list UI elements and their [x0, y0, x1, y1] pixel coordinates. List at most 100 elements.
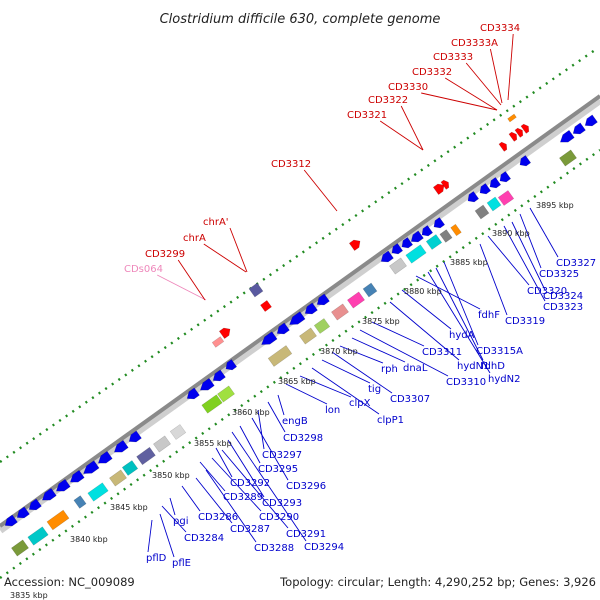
tick-label: 3890 kbp: [492, 229, 530, 238]
reverse-gene-label: hydN1: [457, 361, 489, 372]
reverse-gene-arrow: [113, 439, 129, 453]
tick-label: 3875 kbp: [362, 317, 400, 326]
reverse-gene-label: CD3291: [286, 529, 326, 540]
gene-block: [474, 204, 490, 220]
forward-leader-line: [507, 33, 514, 101]
gene-block: [497, 190, 515, 206]
reverse-gene-arrow: [559, 129, 575, 143]
reverse-gene-arrow: [479, 183, 492, 195]
reverse-leader-line: [215, 447, 233, 478]
reverse-gene-label: CD3320: [527, 286, 567, 297]
reverse-gene-arrow: [421, 225, 434, 237]
reverse-gene-arrow: [489, 177, 502, 189]
reverse-gene-label: pflE: [172, 558, 191, 569]
reverse-gene-label: CD3296: [286, 481, 326, 492]
reverse-leader-line: [195, 477, 233, 524]
forward-gene-label: CD3299: [145, 249, 185, 260]
forward-gene-label: CD3333: [433, 52, 473, 63]
reverse-gene-label: engB: [282, 416, 308, 427]
gene-block: [46, 509, 70, 531]
reverse-leader-line: [435, 267, 484, 361]
reverse-gene-arrow: [572, 122, 586, 135]
reverse-gene-arrow: [186, 387, 200, 400]
reverse-leader-line: [257, 409, 265, 450]
reverse-gene-label: CD3295: [258, 464, 298, 475]
reverse-gene-label: CD3325: [539, 269, 579, 280]
reverse-leader-line: [371, 321, 425, 347]
tick-label: 3855 kbp: [194, 439, 232, 448]
forward-leader-line: [400, 105, 424, 151]
reverse-gene-arrow: [584, 114, 598, 127]
reverse-gene-arrow: [69, 469, 85, 483]
reverse-gene-label: CD3288: [254, 543, 294, 554]
gene-block: [248, 282, 264, 298]
reverse-gene-label: CD3319: [505, 316, 545, 327]
forward-gene-label: CD3333A: [451, 38, 498, 49]
gene-block: [559, 149, 577, 167]
reverse-gene-label: CD3310: [446, 377, 486, 388]
accession-text: Accession: NC_009089: [4, 575, 135, 589]
forward-gene-arrow: [498, 141, 508, 152]
reverse-gene-label: CD3297: [262, 450, 302, 461]
reverse-gene-label: pflD: [146, 553, 167, 564]
reverse-gene-label: CD3315A: [476, 346, 523, 357]
reverse-gene-label: CD3307: [390, 394, 430, 405]
reverse-gene-arrow: [16, 506, 30, 519]
reverse-gene-label: CD3293: [262, 498, 302, 509]
reverse-leader-line: [311, 367, 380, 415]
tick-label: 3870 kbp: [320, 347, 358, 356]
reverse-gene-label: CD3311: [422, 347, 462, 358]
tick-label: 3845 kbp: [110, 503, 148, 512]
reverse-gene-arrow: [391, 243, 404, 255]
reverse-gene-label: hydA: [449, 330, 475, 341]
reverse-leader-line: [331, 351, 393, 394]
reverse-leader-line: [443, 261, 479, 346]
forward-leader-line: [156, 274, 207, 301]
reverse-leader-line: [277, 394, 285, 416]
reverse-gene-label: dnaL: [403, 363, 428, 374]
gene-block: [211, 336, 225, 348]
reverse-gene-label: CD3284: [184, 533, 224, 544]
reverse-leader-line: [503, 225, 546, 302]
gene-block: [507, 113, 517, 123]
forward-gene-label: chrA': [203, 217, 229, 228]
reverse-leader-line: [285, 383, 328, 405]
gene-block: [87, 482, 109, 502]
reverse-leader-line: [211, 457, 262, 512]
gene-block: [136, 446, 156, 466]
tick-label: 3835 kbp: [10, 591, 48, 600]
tick-label: 3880 kbp: [404, 287, 442, 296]
forward-gene-arrow: [514, 127, 524, 138]
gene-block: [109, 469, 127, 487]
reverse-gene-arrow: [212, 369, 226, 382]
tick-label: 3840 kbp: [70, 535, 108, 544]
reverse-leader-line: [239, 425, 261, 464]
reverse-leader-line: [427, 271, 491, 374]
reverse-gene-arrow: [4, 514, 18, 527]
forward-gene-arrow: [440, 179, 450, 190]
reverse-gene-arrow: [380, 250, 394, 263]
gene-block: [425, 234, 443, 250]
reverse-gene-arrow: [467, 191, 480, 203]
gene-block: [267, 345, 293, 367]
reverse-leader-line: [199, 461, 226, 492]
forward-gene-arrow: [218, 327, 231, 339]
forward-gene-label: CDs064: [124, 264, 163, 275]
reverse-leader-line: [181, 485, 201, 512]
forward-leader-line: [229, 227, 248, 273]
reverse-leader-line: [169, 497, 176, 516]
reverse-gene-label: rph: [381, 364, 398, 375]
reverse-gene-arrow: [83, 460, 100, 474]
reverse-gene-label: CD3324: [543, 291, 583, 302]
forward-gene-label: CD3322: [368, 95, 408, 106]
reverse-leader-line: [529, 207, 559, 258]
forward-gene-label: CD3321: [347, 110, 387, 121]
reverse-leader-line: [251, 417, 289, 481]
forward-gene-arrow: [432, 183, 445, 195]
gene-block: [347, 291, 365, 309]
tick-label: 3865 kbp: [278, 377, 316, 386]
reverse-gene-label: fdhD: [481, 361, 505, 372]
forward-leader-line: [177, 259, 206, 301]
tick-label: 3860 kbp: [232, 408, 270, 417]
reverse-leader-line: [205, 469, 257, 543]
